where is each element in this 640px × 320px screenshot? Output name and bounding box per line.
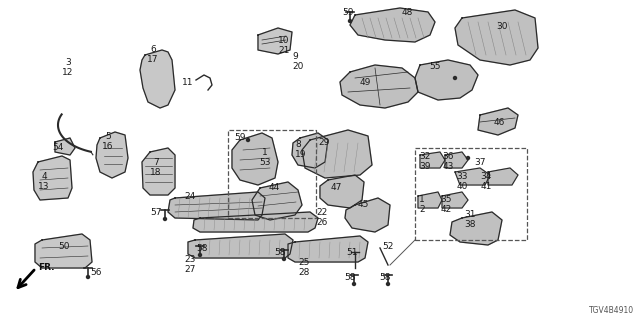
Text: 58: 58	[196, 244, 207, 253]
Polygon shape	[450, 212, 502, 245]
Text: 59: 59	[342, 8, 354, 17]
Text: 58: 58	[380, 273, 391, 282]
Circle shape	[86, 276, 90, 278]
Text: 46: 46	[494, 118, 506, 127]
Polygon shape	[455, 168, 490, 185]
Text: 31
38: 31 38	[464, 210, 476, 229]
Text: 34
41: 34 41	[480, 172, 492, 191]
Polygon shape	[252, 182, 302, 220]
Text: 51: 51	[346, 248, 358, 257]
Text: 57: 57	[150, 208, 162, 217]
Text: 58: 58	[275, 248, 285, 257]
Text: 9
20: 9 20	[292, 52, 303, 71]
Text: 6
17: 6 17	[147, 45, 159, 64]
Text: 56: 56	[90, 268, 102, 277]
Text: TGV4B4910: TGV4B4910	[589, 306, 634, 315]
Text: 54: 54	[52, 143, 64, 152]
Text: 32
39: 32 39	[419, 152, 431, 171]
Text: 52: 52	[382, 242, 394, 251]
Text: FR.: FR.	[38, 263, 54, 273]
Text: 44: 44	[268, 183, 280, 192]
Bar	[415, 148, 527, 240]
Polygon shape	[415, 60, 478, 100]
Text: 48: 48	[401, 8, 413, 17]
Text: 8
19: 8 19	[295, 140, 307, 159]
Polygon shape	[142, 148, 175, 195]
Text: 4
13: 4 13	[38, 172, 50, 191]
Circle shape	[282, 258, 285, 260]
Polygon shape	[292, 133, 328, 168]
Polygon shape	[33, 156, 72, 200]
Text: 25
28: 25 28	[298, 258, 310, 277]
Polygon shape	[232, 133, 278, 185]
Text: 1
53: 1 53	[259, 148, 271, 167]
Polygon shape	[445, 152, 468, 168]
Text: 5
16: 5 16	[102, 132, 114, 151]
Text: 33
40: 33 40	[456, 172, 468, 191]
Polygon shape	[96, 132, 128, 178]
Text: 22
26: 22 26	[316, 208, 328, 227]
Text: 36
43: 36 43	[442, 152, 454, 171]
Text: 49: 49	[359, 78, 371, 87]
Text: 11: 11	[182, 78, 193, 87]
Text: 50: 50	[58, 242, 70, 251]
Text: 23
27: 23 27	[184, 255, 196, 274]
Bar	[228, 130, 316, 218]
Polygon shape	[455, 10, 538, 65]
Polygon shape	[302, 130, 372, 178]
Text: 10
21: 10 21	[278, 36, 289, 55]
Polygon shape	[350, 8, 435, 42]
Polygon shape	[288, 236, 368, 262]
Polygon shape	[478, 108, 518, 135]
Polygon shape	[340, 65, 418, 108]
Circle shape	[198, 253, 202, 257]
Polygon shape	[55, 138, 75, 155]
Text: 37: 37	[474, 158, 486, 167]
Polygon shape	[168, 192, 265, 220]
Circle shape	[467, 156, 470, 159]
Polygon shape	[258, 28, 292, 54]
Circle shape	[349, 20, 351, 22]
Text: 3
12: 3 12	[62, 58, 74, 77]
Polygon shape	[140, 50, 175, 108]
Polygon shape	[345, 198, 390, 232]
Circle shape	[163, 218, 166, 220]
Circle shape	[387, 283, 390, 285]
Circle shape	[454, 76, 456, 79]
Text: 30: 30	[496, 22, 508, 31]
Text: 1
2: 1 2	[419, 195, 425, 214]
Text: 58: 58	[344, 273, 356, 282]
Circle shape	[353, 283, 355, 285]
Polygon shape	[418, 192, 442, 208]
Polygon shape	[35, 234, 92, 268]
Text: 59: 59	[234, 133, 246, 142]
Polygon shape	[320, 175, 364, 208]
Circle shape	[246, 139, 250, 141]
Polygon shape	[420, 152, 445, 168]
Polygon shape	[188, 234, 293, 258]
Polygon shape	[193, 212, 318, 232]
Text: 24: 24	[184, 192, 196, 201]
Text: 47: 47	[330, 183, 342, 192]
Text: 29: 29	[318, 138, 330, 147]
Text: 45: 45	[358, 200, 369, 209]
Text: 7
18: 7 18	[150, 158, 162, 177]
Text: 55: 55	[429, 62, 441, 71]
Polygon shape	[442, 192, 468, 208]
Polygon shape	[488, 168, 518, 185]
Text: 35
42: 35 42	[440, 195, 452, 214]
